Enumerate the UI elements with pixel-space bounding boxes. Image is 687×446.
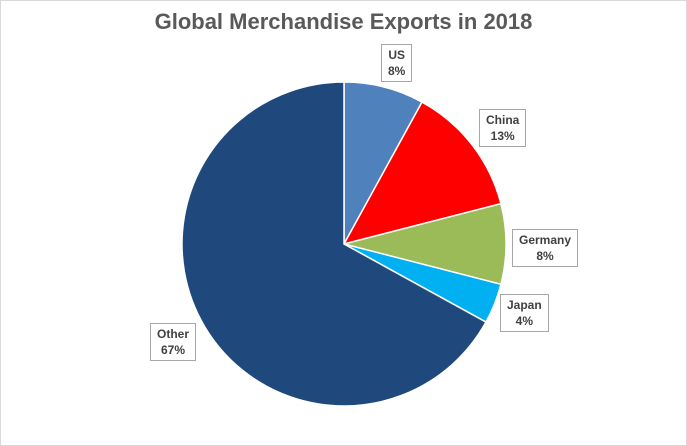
pie-slice-other <box>181 81 487 407</box>
slice-label-other: Other <box>157 327 190 341</box>
pie-slice-china <box>342 101 502 246</box>
slice-value-japan: 4% <box>515 314 534 328</box>
chart-title: Global Merchandise Exports in 2018 <box>154 9 533 34</box>
slice-label-us: US <box>388 48 405 62</box>
slice-value-germany: 8% <box>536 249 554 263</box>
slice-value-us: 8% <box>388 64 406 78</box>
slice-value-other: 67% <box>160 343 186 357</box>
slice-label-china: China <box>486 113 520 127</box>
slice-value-china: 13% <box>490 129 515 143</box>
data-label-germany: Germany 8% <box>512 229 579 267</box>
slice-label-germany: Germany <box>519 233 572 247</box>
data-label-japan: Japan 4% <box>500 294 549 332</box>
data-label-other: Other 67% <box>150 323 197 361</box>
data-label-china: China 13% <box>479 109 527 147</box>
slice-label-japan: Japan <box>507 298 542 312</box>
data-label-us: US 8% <box>381 44 413 82</box>
